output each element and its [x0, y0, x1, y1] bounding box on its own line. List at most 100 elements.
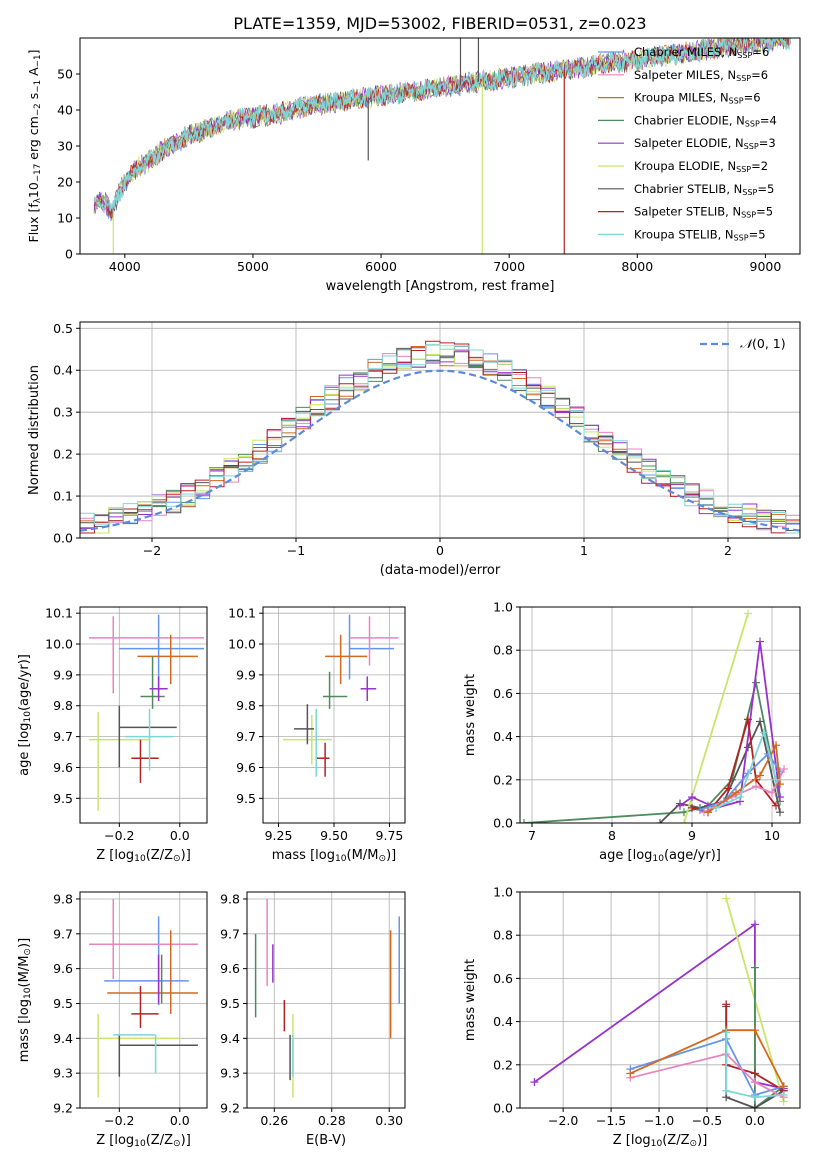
y-axis-label-part: age [log [17, 723, 32, 776]
x-tick-label: 0.30 [375, 1113, 403, 1128]
y-tick-label: 10.0 [228, 637, 256, 652]
x-tick-label: −1.0 [644, 1113, 674, 1128]
x-tick-label: 0 [436, 543, 444, 558]
legend-label-part: =6 [751, 68, 768, 82]
legend-label-part: (0, 1) [752, 336, 786, 351]
legend-label-part: SSP [736, 73, 751, 82]
x-tick-label: 9 [688, 828, 696, 843]
x-tick-label: 0.0 [170, 1113, 190, 1128]
figure-title: PLATE=1359, MJD=53002, FIBERID=0531, z=0… [233, 14, 646, 33]
spectrum-line [93, 38, 788, 221]
x-axis-label-part: ⊙ [173, 1139, 181, 1149]
legend-label-part: =6 [752, 45, 769, 59]
x-axis-label-part: (M/M [347, 848, 379, 863]
panel-mass-vs-Z: −0.2 0.09.29.39.49.59.69.79.8Z [log10(Z/Z… [17, 891, 208, 1149]
y-tick-label: 10 [57, 211, 73, 226]
y-tick-label: 9.7 [53, 926, 73, 941]
y-tick-label: 0.2 [493, 772, 513, 787]
legend-label-part: =5 [756, 205, 773, 219]
y-axis-label-part: s [26, 93, 41, 104]
legend-label: Salpeter STELIB, NSSP=5 [634, 205, 773, 220]
legend-label-part: =5 [757, 182, 774, 196]
y-tick-label: 0.4 [493, 729, 513, 744]
x-tick-label: 9.50 [320, 828, 348, 843]
y-tick-label: 9.5 [220, 996, 240, 1011]
y-axis-label: Flux [fλ10−17 erg cm−2 s−1 A−1] [26, 50, 43, 243]
x-axis-label-part: )] [181, 1133, 191, 1148]
histogram-series [80, 349, 800, 534]
x-axis-label-part: mass [log [272, 848, 335, 863]
y-tick-label: 9.9 [236, 667, 256, 682]
y-tick-label: 20 [57, 175, 73, 190]
x-axis-label-part: 10 [134, 1139, 146, 1149]
y-tick-label: 0 [65, 247, 73, 262]
plot-area [254, 898, 401, 1098]
normal-curve [80, 369, 800, 532]
y-axis-label-part: mass [log [17, 999, 32, 1062]
x-axis-label-part: Z [log [613, 1133, 651, 1148]
axes-frame [79, 321, 801, 539]
x-axis-label: Z [log10(Z/Z⊙)] [96, 1133, 191, 1149]
y-tick-label: 40 [57, 103, 73, 118]
x-tick-label: 10 [764, 828, 780, 843]
y-tick-label: 50 [57, 67, 73, 82]
legend-label-part: SSP [742, 187, 757, 196]
legend-label-part: Kroupa ELODIE, N [634, 159, 736, 173]
y-tick-label: 0.0 [493, 1101, 513, 1116]
legend-label-part: SSP [734, 233, 749, 242]
y-tick-label: 0.6 [493, 971, 513, 986]
x-axis-label-part: Z [log [96, 1133, 134, 1148]
y-tick-label: 9.6 [236, 760, 256, 775]
legend-label: Chabrier MILES, NSSP=6 [634, 45, 769, 60]
y-tick-label: 0.1 [53, 489, 73, 504]
axes-frame [519, 606, 801, 824]
y-tick-label: 0.2 [493, 1057, 513, 1072]
legend-label: Kroupa ELODIE, NSSP=2 [634, 159, 768, 174]
x-tick-label: 1 [580, 543, 588, 558]
x-axis-label-part: 10 [652, 854, 664, 864]
y-axis-label-part: (age/yr)] [17, 654, 32, 711]
y-tick-label: 9.7 [220, 926, 240, 941]
y-tick-label: 9.6 [220, 961, 240, 976]
y-axis-label-part: Flux [f [26, 203, 41, 243]
plot-area [80, 340, 800, 534]
x-axis-label: (data-model)/error [380, 563, 501, 578]
weight-line [754, 967, 785, 1108]
axes-frame [262, 606, 406, 824]
y-tick-label: 9.4 [53, 1031, 73, 1046]
y-axis-label-part: 10 [23, 711, 33, 723]
x-tick-label: −0.2 [104, 828, 134, 843]
x-axis-label-part: 10 [335, 854, 347, 864]
weight-line [683, 613, 749, 823]
x-axis-label: E(B-V) [306, 1133, 346, 1148]
x-tick-label: −2 [143, 543, 161, 558]
y-axis-label: mass weight [463, 674, 478, 756]
x-tick-label: −1.5 [596, 1113, 626, 1128]
y-axis-label-part: 10 [26, 182, 41, 198]
legend-label-part: SSP [736, 165, 751, 174]
legend-label: 𝒩(0, 1) [740, 336, 786, 351]
legend-label-part: SSP [744, 142, 759, 151]
legend-label-part: SSP [729, 96, 744, 105]
y-tick-label: 0.5 [53, 321, 73, 336]
y-tick-label: 9.7 [236, 729, 256, 744]
x-tick-label: −2.0 [548, 1113, 578, 1128]
x-axis-label: Z [log10(Z/Z⊙)] [96, 848, 191, 864]
x-axis-label-part: ⊙ [378, 854, 386, 864]
y-tick-label: 9.8 [53, 891, 73, 906]
y-axis-label-part: A [26, 67, 41, 80]
legend-label-part: SSP [745, 119, 760, 128]
plot-area [89, 614, 204, 811]
legend-label-part: =6 [744, 91, 761, 105]
x-tick-label: 9.75 [376, 828, 404, 843]
y-tick-label: 0.0 [493, 816, 513, 831]
plot-area [93, 38, 792, 254]
y-tick-label: 0.3 [53, 405, 73, 420]
y-axis-label-part: ] [26, 50, 41, 55]
x-axis-label-part: )] [697, 1133, 707, 1148]
legend-label-part: =3 [759, 136, 776, 150]
y-axis-label: mass [log10(M/M⊙)] [17, 938, 33, 1062]
legend-label-part: Chabrier MILES, N [634, 45, 737, 59]
